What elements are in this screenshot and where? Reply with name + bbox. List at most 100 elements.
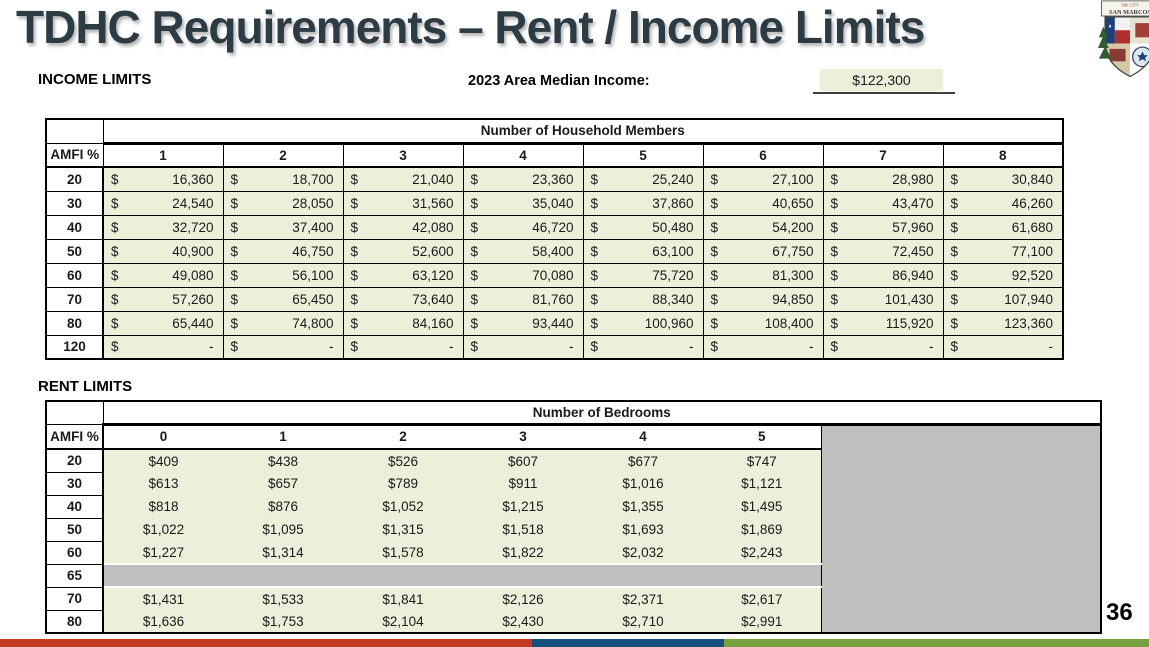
income-cell-content: $ - [824,336,942,358]
currency-symbol: $ [590,339,599,355]
currency-symbol: $ [230,291,239,307]
currency-symbol: $ [230,171,239,187]
rent-cell: $1,495 [703,495,822,518]
income-cell-content: $84,160 [344,312,462,334]
income-cell-content: $40,650 [704,192,822,214]
rent-cell: $613 [103,472,223,495]
rent-cell: $876 [223,495,343,518]
income-cell-content: $46,750 [224,240,342,262]
income-cell-content: $50,480 [584,216,702,238]
income-cell-content: $86,940 [824,264,942,286]
currency-symbol: $ [230,243,239,259]
income-cell: $27,100 [702,166,824,192]
income-cell-content: $46,260 [944,192,1062,214]
page-title: TDHC Requirements – Rent / Income Limits [16,1,925,53]
rent-cell [583,563,703,588]
income-cell: $58,400 [462,238,584,264]
income-cell: $28,050 [222,190,344,216]
household-size-column-header: 1 [102,142,224,168]
income-cell-content: $65,450 [224,288,342,310]
rent-corner-cell [45,400,104,425]
income-cell-content: $16,360 [104,168,222,190]
income-cell: $31,560 [342,190,464,216]
income-cell: $49,080 [102,262,224,288]
currency-symbol: $ [470,291,479,307]
income-cell: $24,540 [102,190,224,216]
income-cell: $42,080 [342,214,464,240]
currency-symbol: $ [830,171,839,187]
income-value: 32,720 [172,219,214,235]
income-cell: $35,040 [462,190,584,216]
income-value: 56,100 [292,267,334,283]
rent-cell: $1,095 [223,518,343,541]
income-cell-content: $92,520 [944,264,1062,286]
currency-symbol: $ [350,195,359,211]
income-cell: $37,400 [222,214,344,240]
income-value: 81,760 [532,291,574,307]
income-value: 46,750 [292,243,334,259]
income-cell-content: $63,100 [584,240,702,262]
rent-cell: $1,753 [223,610,343,633]
income-value: 43,470 [892,195,934,211]
rent-cell: $1,518 [463,518,583,541]
rent-cell [343,563,463,588]
rent-cell: $1,215 [463,495,583,518]
rent-limits-heading: RENT LIMITS [38,378,133,395]
currency-symbol: $ [710,195,719,211]
currency-symbol: $ [950,171,959,187]
income-cell: $50,480 [582,214,704,240]
rent-cell: $1,578 [343,541,463,564]
currency-symbol: $ [710,315,719,331]
income-cell-content: $72,450 [824,240,942,262]
income-cell: $88,340 [582,286,704,312]
income-cell: $ - [342,334,464,360]
bedroom-count-column-header: 3 [463,424,583,450]
income-cell-content: $23,360 [464,168,582,190]
rent-cell: $2,126 [463,587,583,610]
currency-symbol: $ [590,195,599,211]
income-value: 93,440 [532,315,574,331]
currency-symbol: $ [350,243,359,259]
income-cell-content: $63,120 [344,264,462,286]
bottom-bar-red-segment [0,639,532,647]
bedroom-count-column-header: 4 [583,424,703,450]
currency-symbol: $ [470,339,479,355]
rent-cell [223,563,343,588]
ami-value-cell: $122,300 [820,69,943,91]
income-cell-content: $57,260 [104,288,222,310]
income-value: 37,400 [292,219,334,235]
rent-cell: $677 [583,449,703,472]
income-cell-content: $101,430 [824,288,942,310]
income-value: - [569,339,574,355]
currency-symbol: $ [350,339,359,355]
income-value: 77,100 [1011,243,1054,259]
currency-symbol: $ [710,243,719,259]
currency-symbol: $ [111,171,119,187]
currency-symbol: $ [111,291,119,307]
income-value: 75,720 [652,267,694,283]
rent-limits-table: Number of Bedrooms AMFI % 0 1 2 3 4 5 20 $409 $438… [45,400,1103,634]
income-cell: $ - [102,334,224,360]
income-value: - [449,339,454,355]
income-value: 115,920 [885,315,934,331]
income-cell-content: $18,700 [224,168,342,190]
currency-symbol: $ [230,315,239,331]
income-cell-content: $52,600 [344,240,462,262]
income-value: 67,750 [772,243,814,259]
income-cell-content: $81,760 [464,288,582,310]
currency-symbol: $ [950,339,959,355]
household-size-column-header: 2 [222,142,344,168]
income-value: 18,700 [292,171,334,187]
income-cell-content: $70,080 [464,264,582,286]
income-value: 100,960 [644,315,694,331]
income-cell-content: $40,900 [104,240,222,262]
currency-symbol: $ [470,315,479,331]
svg-text:SAN MARCOS: SAN MARCOS [1109,9,1149,16]
income-cell-content: $ - [224,336,342,358]
currency-symbol: $ [350,291,359,307]
income-cell-content: $93,440 [464,312,582,334]
income-value: 94,850 [772,291,814,307]
income-cell: $46,720 [462,214,584,240]
income-cell-content: $ - [584,336,702,358]
income-value: 123,360 [1004,315,1054,331]
